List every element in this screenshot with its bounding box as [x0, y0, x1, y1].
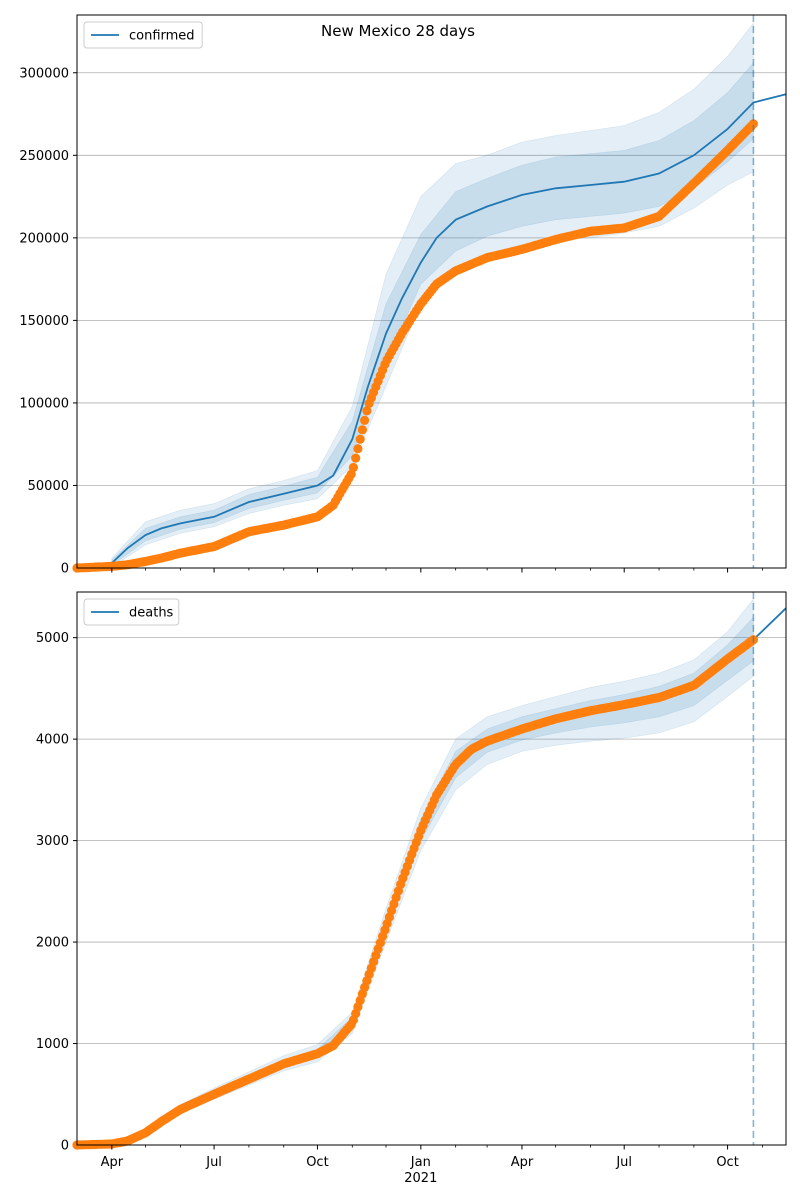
figure-title: New Mexico 28 days — [321, 22, 475, 40]
x-tick-label: Apr — [511, 1155, 534, 1170]
confirmed-panel: 0 50000 100000 150000 200000 250000 300000 conf… — [19, 14, 787, 577]
observed-point — [362, 406, 372, 416]
legend-box — [83, 598, 180, 626]
uncertainty-band — [111, 598, 754, 1146]
legend-box — [83, 21, 203, 49]
x-tick-label: Jul — [205, 1155, 222, 1170]
deaths-panel: 0 1000 2000 3000 4000 5000 Apr Jul Oct Jan Apr Jul O… — [36, 591, 787, 1186]
x-year-label: 2021 — [404, 1171, 437, 1186]
y-tick-label: 2000 — [36, 936, 69, 951]
y-tick-label: 5000 — [36, 631, 69, 646]
legend-label: confirmed — [129, 29, 195, 44]
y-tick-label: 250000 — [19, 149, 69, 164]
y-tick-label: 0 — [61, 562, 69, 577]
y-tick-label: 150000 — [19, 314, 69, 329]
x-tick-label: Jan — [410, 1155, 431, 1170]
x-tick-label: Apr — [101, 1155, 124, 1170]
plot-frame — [76, 14, 787, 569]
y-tick-label: 1000 — [36, 1037, 69, 1052]
y-tick-label: 100000 — [19, 396, 69, 411]
x-tick-label: Oct — [306, 1155, 328, 1170]
y-tick-label: 4000 — [36, 733, 69, 748]
observed-point — [360, 415, 370, 425]
x-tick-label: Jul — [615, 1155, 632, 1170]
model-line — [77, 93, 787, 569]
y-tick-label: 0 — [61, 1139, 69, 1154]
observed-point — [357, 425, 367, 435]
observed-point — [355, 434, 365, 444]
x-tick-label: Oct — [716, 1155, 738, 1170]
y-tick-label: 300000 — [19, 66, 69, 81]
observed-point — [351, 453, 361, 463]
plot-frame — [76, 591, 787, 1146]
observed-point — [348, 462, 358, 473]
y-tick-label: 3000 — [36, 834, 69, 849]
y-tick-label: 50000 — [28, 479, 69, 494]
observed-point — [353, 444, 363, 454]
observed-point — [748, 119, 759, 129]
y-tick-label: 200000 — [19, 231, 69, 246]
legend-label: deaths — [129, 606, 174, 621]
